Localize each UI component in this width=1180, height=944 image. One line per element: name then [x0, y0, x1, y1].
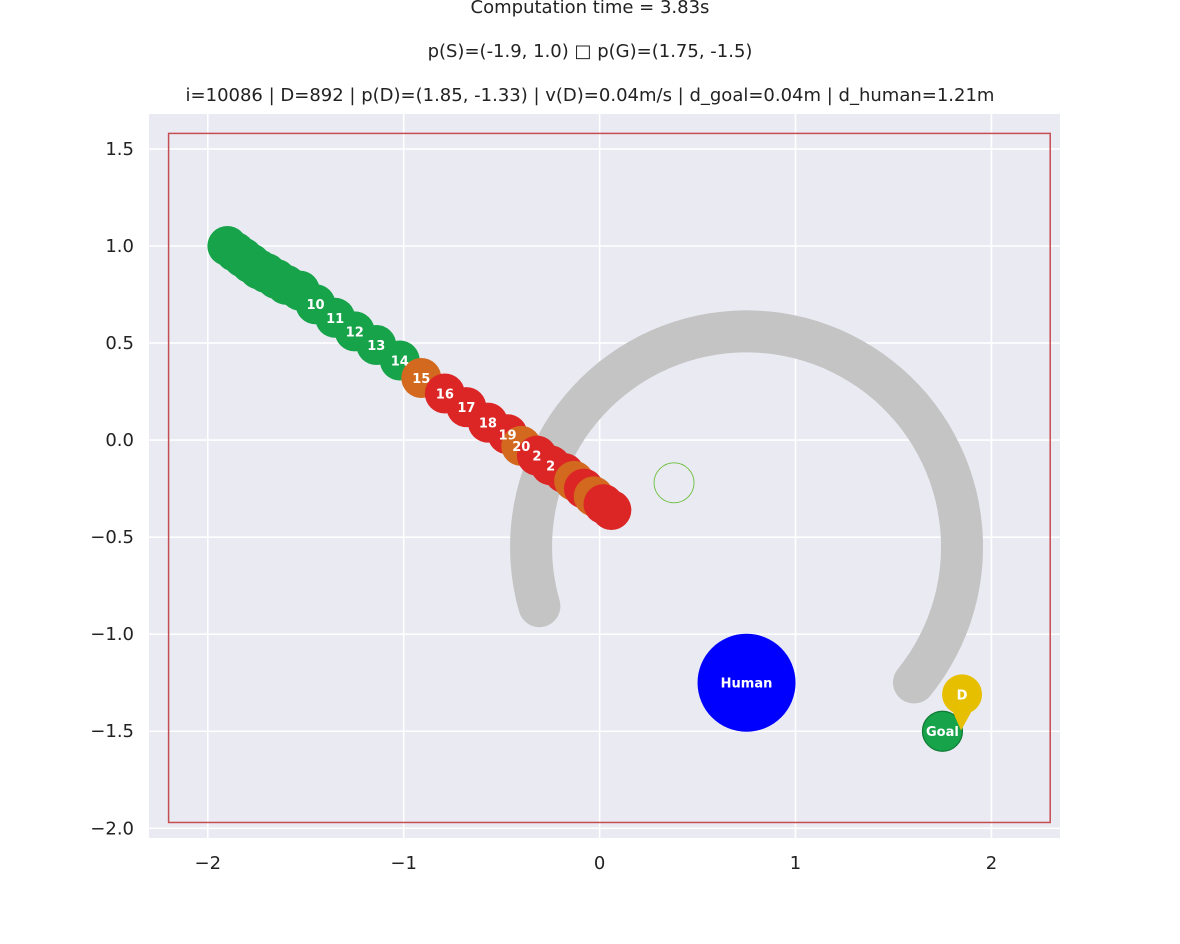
drone-marker — [942, 674, 983, 715]
trajectory-point-label: 13 — [367, 339, 385, 354]
trajectory-point-label: 17 — [457, 401, 475, 416]
x-axis-ticks: −2 −1 0 1 2 — [195, 853, 998, 874]
goal-label: Goal — [926, 725, 959, 740]
y-tick-label: −2.0 — [90, 818, 134, 839]
y-tick-label: 0.0 — [105, 430, 134, 451]
y-tick-label: 1.0 — [105, 236, 134, 257]
drone-label: D — [957, 688, 968, 703]
trajectory-point — [591, 489, 632, 530]
x-tick-label: 1 — [790, 853, 801, 874]
grid-lines — [149, 114, 1060, 838]
chart-title-computation-time: Computation time = 3.83s — [470, 0, 710, 18]
trajectory-point-label: 2 — [532, 450, 541, 465]
human-label: Human — [721, 677, 773, 692]
y-tick-label: 1.5 — [105, 139, 134, 160]
x-tick-label: −1 — [390, 853, 417, 874]
trajectory-point-label: 2 — [546, 459, 555, 474]
trajectory-point-label: 19 — [498, 428, 516, 443]
trajectory-point-label: 18 — [479, 417, 497, 432]
y-tick-label: −1.5 — [90, 721, 134, 742]
y-tick-label: −1.0 — [90, 624, 134, 645]
plot-area — [149, 114, 1060, 838]
x-tick-label: −2 — [195, 853, 222, 874]
human-marker — [697, 633, 796, 732]
y-tick-label: 0.5 — [105, 333, 134, 354]
x-tick-label: 2 — [986, 853, 997, 874]
trajectory-point-label: 15 — [412, 372, 430, 387]
y-axis-ticks: 1.5 1.0 0.5 0.0 −0.5 −1.0 −1.5 −2.0 — [90, 139, 134, 839]
trajectory-point-label: 20 — [512, 440, 530, 455]
y-tick-label: −0.5 — [90, 527, 134, 548]
goal-marker — [921, 710, 964, 752]
waypoint-outline-circle — [653, 462, 695, 504]
drone-heading-arrow — [953, 712, 972, 731]
trajectory-point-label: 16 — [436, 388, 454, 403]
chart-title-status: i=10086 | D=892 | p(D)=(1.85, -1.33) | v… — [185, 85, 995, 106]
boundary-rect — [167, 132, 1051, 824]
trajectory-point-label: 11 — [326, 312, 344, 327]
trajectory-point-label: 14 — [391, 355, 409, 370]
trajectory-point-label: 12 — [346, 325, 364, 340]
trajectory-point-label: 10 — [306, 298, 324, 313]
x-tick-label: 0 — [594, 853, 605, 874]
chart-title-positions: p(S)=(-1.9, 1.0) □ p(G)=(1.75, -1.5) — [427, 41, 753, 62]
